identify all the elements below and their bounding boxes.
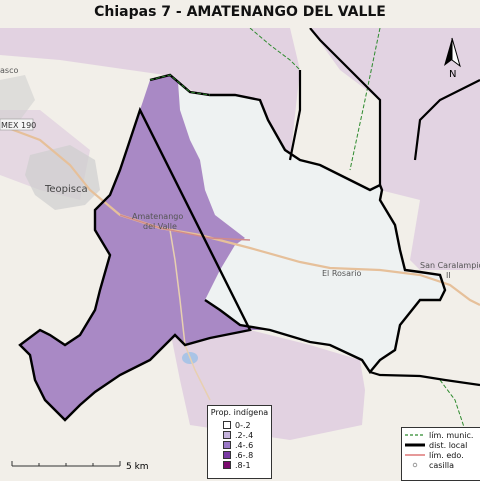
scale-bar bbox=[11, 461, 121, 467]
road-shield-label: MEX 190 bbox=[1, 121, 36, 130]
legend-swatch bbox=[223, 441, 231, 449]
state-boundary-line bbox=[149, 74, 211, 96]
boundary-legend: lím. munic. dist. local lím. edo. casill… bbox=[401, 427, 480, 481]
legend-item: 0-.2 bbox=[208, 420, 271, 430]
place-label-teopisca: Teopisca bbox=[44, 184, 88, 195]
municipal-line-icon bbox=[405, 434, 425, 436]
legend-title: Prop. indígena bbox=[210, 408, 269, 417]
legend-item: lím. munic. bbox=[402, 430, 480, 440]
north-arrow-icon bbox=[444, 37, 461, 68]
legend-item-label: .8-1 bbox=[235, 460, 251, 470]
legend-item-label: lím. munic. bbox=[429, 430, 474, 440]
legend-swatch bbox=[223, 431, 231, 439]
legend-item: .6-.8 bbox=[208, 450, 271, 460]
local-district-boundary bbox=[18, 73, 447, 422]
legend-item-label: .6-.8 bbox=[235, 450, 254, 460]
legend-swatch bbox=[223, 461, 231, 469]
legend-item: .2-.4 bbox=[208, 430, 271, 440]
legend-swatch bbox=[223, 451, 231, 459]
district-line-icon bbox=[405, 443, 425, 447]
district-tail-northeast bbox=[413, 79, 480, 161]
legend-item: dist. local bbox=[402, 440, 480, 450]
legend-item: lím. edo. bbox=[402, 450, 480, 460]
legend-item: .4-.6 bbox=[208, 440, 271, 450]
map-canvas: Teopisca Amatenango del Valle El Rosario… bbox=[0, 28, 480, 480]
legend-item: .8-1 bbox=[208, 460, 271, 470]
north-label: N bbox=[449, 69, 456, 80]
district-tail-east bbox=[288, 28, 382, 185]
district-tail-south bbox=[369, 370, 480, 387]
road-shield-box bbox=[0, 118, 34, 131]
teopisca-urban-area bbox=[25, 145, 100, 210]
map-title: Chiapas 7 - AMATENANGO DEL VALLE bbox=[94, 4, 386, 20]
legend-item-label: dist. local bbox=[429, 440, 468, 450]
place-label-asco: asco bbox=[0, 66, 18, 75]
legend-item-label: .4-.6 bbox=[235, 440, 254, 450]
place-label-san-caralampio: San Caralampio bbox=[420, 261, 480, 270]
municipal-boundary-south bbox=[439, 379, 480, 441]
place-label-amatenango: Amatenango bbox=[132, 212, 183, 221]
municipal-boundary-north bbox=[249, 28, 301, 71]
polling-station-icon bbox=[412, 462, 418, 468]
municipal-boundary-northeast bbox=[349, 28, 381, 171]
legend-swatch bbox=[223, 421, 231, 429]
west-urban-area bbox=[0, 75, 35, 120]
place-label-el-rosario: El Rosario bbox=[322, 269, 361, 278]
legend-item-label: casilla bbox=[429, 460, 455, 470]
legend-item-label: 0-.2 bbox=[235, 420, 251, 430]
legend-item: casilla bbox=[402, 460, 480, 470]
red-road bbox=[119, 214, 251, 241]
municipality-northeast bbox=[310, 28, 480, 270]
district-east-zone bbox=[178, 82, 445, 372]
highway-road bbox=[0, 123, 480, 306]
place-label-san-caralampio-ii: II bbox=[446, 271, 451, 280]
state-line-icon bbox=[405, 454, 425, 456]
secondary-road bbox=[169, 229, 211, 401]
district-amatenango-zone bbox=[20, 75, 270, 420]
legend-item-label: lím. edo. bbox=[429, 450, 464, 460]
scale-bar-label: 5 km bbox=[126, 462, 149, 472]
legend-item-label: .2-.4 bbox=[235, 430, 254, 440]
place-label-del-valle: del Valle bbox=[143, 222, 177, 231]
indigenous-proportion-legend: Prop. indígena 0-.2 .2-.4 .4-.6 .6-.8 .8… bbox=[207, 405, 272, 479]
